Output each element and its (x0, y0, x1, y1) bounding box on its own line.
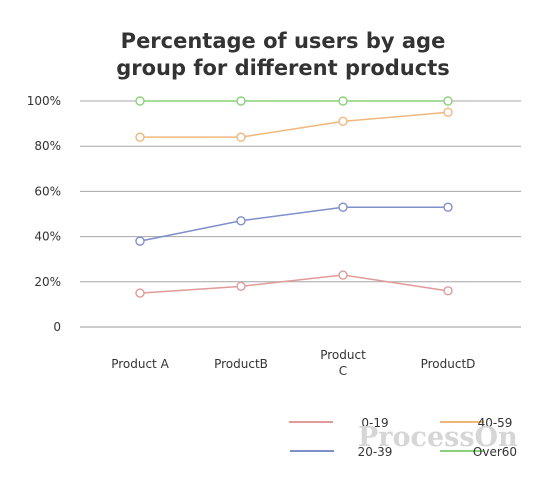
y-tick-label: 20% (34, 275, 61, 289)
legend-label-20-39: 20-39 (358, 445, 393, 459)
series-line-0-19 (139, 274, 449, 294)
data-point-20-39 (135, 236, 145, 246)
data-point-20-39 (236, 216, 246, 226)
data-point-20-39 (443, 202, 453, 212)
data-point-Over60 (338, 96, 348, 106)
y-tick-label: 40% (34, 230, 61, 244)
legend-label-0-19: 0-19 (361, 416, 388, 430)
data-point-0-19 (338, 270, 348, 280)
y-axis-ticks: 0 20% 40% 60% 80% 100% (27, 94, 61, 334)
legend: 0-19 20-39 40-59 Over60 (289, 416, 517, 459)
data-point-0-19 (236, 281, 246, 292)
data-point-0-19 (135, 288, 145, 298)
data-point-20-39 (338, 202, 348, 212)
y-tick-label: 60% (34, 184, 61, 198)
x-tick-label: C (339, 364, 347, 378)
data-point-Over60 (135, 96, 145, 106)
data-point-Over60 (443, 96, 453, 106)
data-point-0-19 (443, 286, 453, 296)
x-tick-label: ProductD (421, 357, 476, 371)
data-point-40-59 (236, 132, 246, 142)
data-point-Over60 (236, 96, 246, 106)
data-point-40-59 (338, 116, 348, 127)
chart-title-line-1: Percentage of users by age (121, 29, 446, 53)
data-point-40-59 (135, 132, 145, 142)
legend-label-Over60: Over60 (473, 445, 517, 459)
x-tick-label: Product A (111, 357, 169, 371)
y-tick-label: 100% (27, 94, 61, 108)
legend-label-40-59: 40-59 (478, 416, 513, 430)
y-tick-label: 80% (34, 139, 61, 153)
x-tick-label: Product (320, 348, 366, 362)
chart-title-line-2: group for different products (116, 56, 450, 80)
series-points (135, 96, 453, 298)
series-lines (139, 100, 449, 294)
series-line-20-39 (139, 206, 448, 242)
watermark: ProcessOn (358, 422, 518, 453)
x-tick-label: ProductB (214, 357, 268, 371)
series-line-40-59 (140, 111, 449, 138)
x-axis-ticks: Product A ProductB Product C ProductD (111, 348, 475, 378)
y-tick-label: 0 (53, 320, 61, 334)
data-point-40-59 (443, 107, 453, 118)
